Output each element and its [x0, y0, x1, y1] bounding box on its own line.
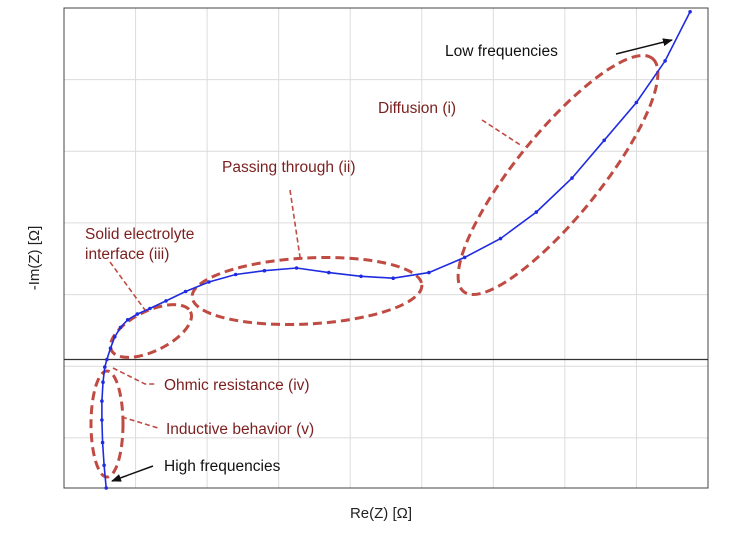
data-point [100, 399, 104, 403]
data-point [294, 266, 299, 270]
region-inductive-ellipse [89, 369, 125, 479]
callout-line-passing-through [289, 189, 301, 258]
data-point [118, 325, 123, 330]
data-point [103, 365, 107, 369]
plot-frame [63, 7, 709, 489]
passing-through-label: Passing through (ii) [222, 159, 356, 176]
data-point [570, 176, 574, 180]
data-point [108, 346, 113, 351]
data-point [183, 289, 188, 294]
data-point [634, 100, 639, 105]
data-point [233, 272, 238, 277]
data-point [462, 255, 467, 260]
data-point [427, 270, 431, 275]
series-layer [100, 10, 692, 490]
low-frequencies-label: Low frequencies [445, 43, 558, 60]
data-point [164, 299, 168, 303]
callout-line-sei [109, 261, 146, 311]
data-point [113, 335, 117, 339]
diffusion-label: Diffusion (i) [378, 100, 456, 117]
sei-label-line-2: interface (iii) [85, 246, 169, 263]
region-diffusion-ellipse [456, 53, 660, 297]
data-point [125, 318, 130, 322]
data-point [207, 280, 211, 284]
data-point [663, 59, 667, 63]
data-point [327, 270, 331, 275]
low-frequencies-arrow [615, 38, 673, 55]
data-point [148, 306, 152, 311]
inductive-behavior-label: Inductive behavior (v) [166, 421, 314, 438]
callout-line-ohmic [112, 367, 155, 385]
grid-lines [64, 8, 708, 488]
y-axis-title: -Im(Z) [Ω] [26, 226, 43, 291]
series-line [101, 11, 691, 489]
data-point [104, 486, 108, 490]
region-passing-through-ellipse [190, 256, 424, 326]
high-frequencies-arrow [111, 465, 154, 482]
data-point [102, 463, 106, 468]
data-point [262, 268, 267, 273]
callout-line-diffusion [481, 119, 523, 147]
region-sei-ellipse [108, 303, 194, 359]
x-axis-title: Re(Z) [Ω] [350, 505, 412, 522]
data-point [135, 312, 140, 316]
sei-label-line-1: Solid electrolyte [85, 226, 194, 243]
data-point [534, 210, 539, 214]
data-point [100, 418, 104, 422]
data-point [359, 274, 363, 279]
data-point [101, 380, 105, 385]
data-point [602, 138, 606, 143]
high-frequencies-label: High frequencies [164, 458, 281, 475]
data-point [100, 440, 105, 445]
callout-line-inductive [121, 416, 159, 429]
data-point [498, 236, 503, 241]
data-point [391, 276, 396, 281]
data-point [688, 10, 692, 14]
ohmic-resistance-label: Ohmic resistance (iv) [164, 377, 310, 394]
data-point [105, 357, 109, 362]
